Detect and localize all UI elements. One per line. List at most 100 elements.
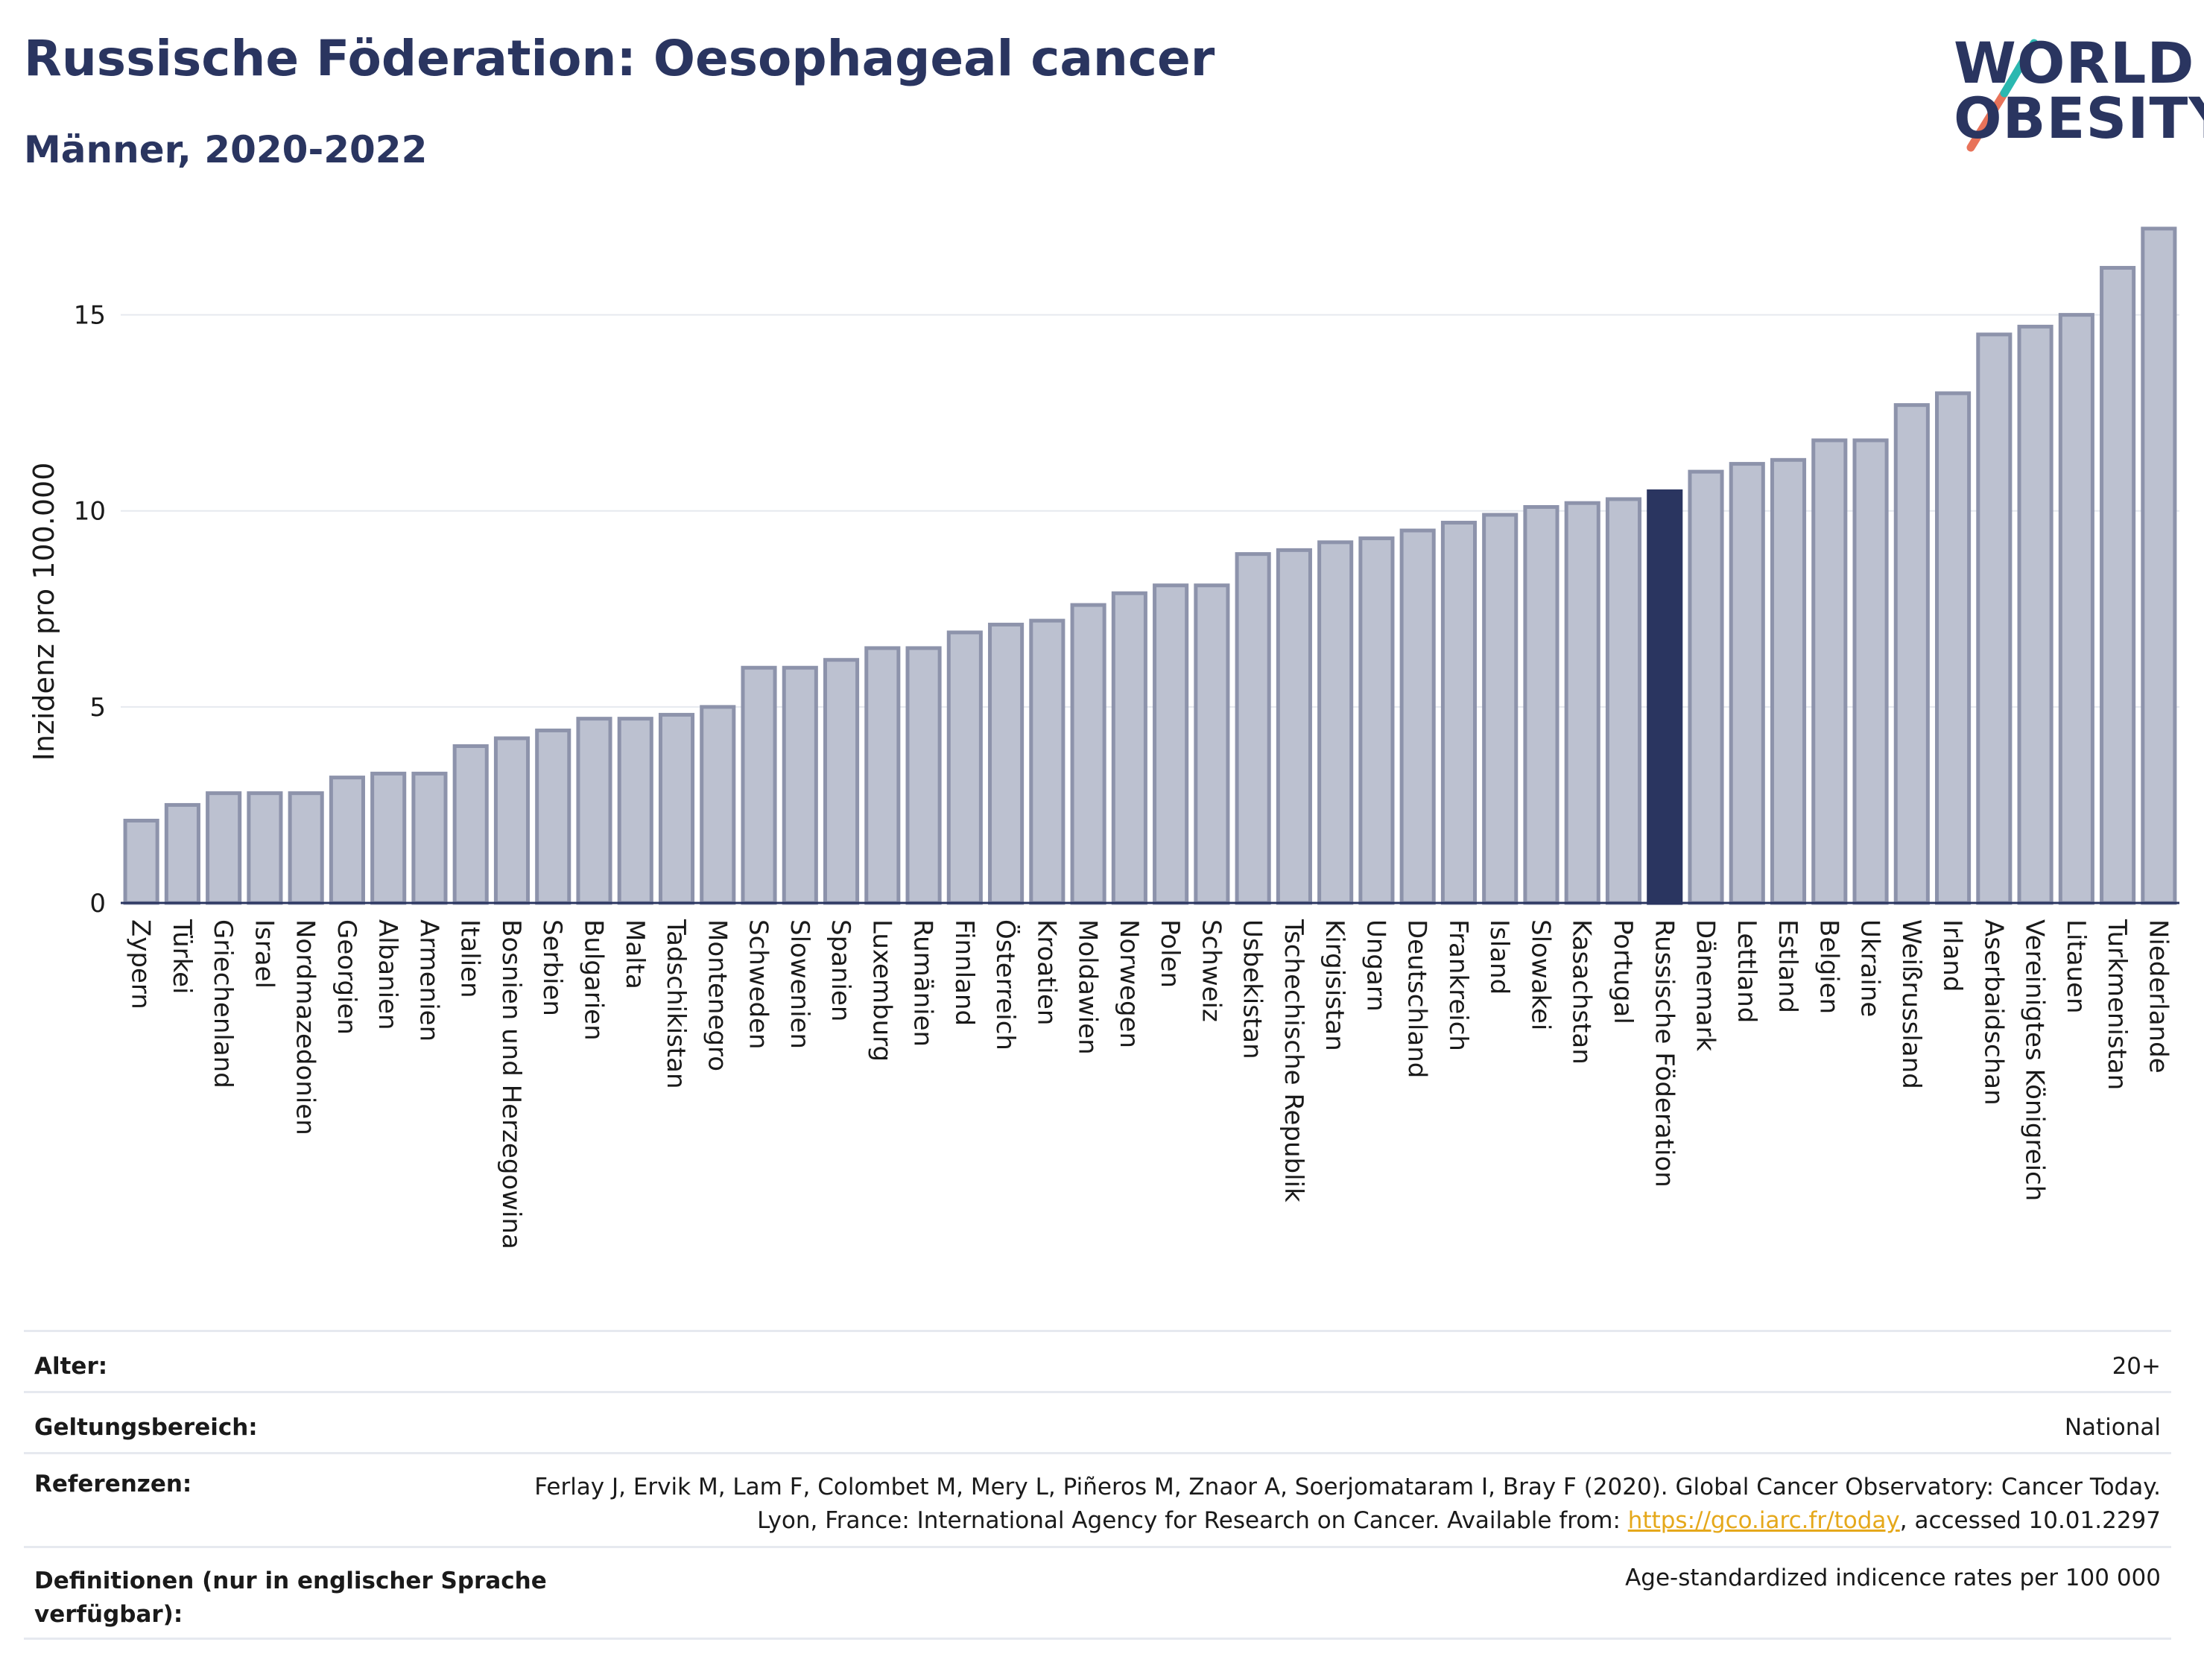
logo-slash-icon bbox=[1966, 39, 2039, 152]
x-tick-label: Ungarn bbox=[1361, 919, 1390, 1012]
scope-value: National bbox=[2064, 1414, 2161, 1441]
info-row-references: Referenzen: Ferlay J, Ervik M, Lam F, Co… bbox=[24, 1452, 2171, 1546]
bar[interactable] bbox=[1482, 513, 1519, 905]
x-tick-label: Kirgisistan bbox=[1320, 919, 1349, 1051]
bar[interactable] bbox=[576, 717, 612, 905]
bar[interactable] bbox=[1029, 618, 1065, 905]
bar[interactable] bbox=[1852, 438, 1889, 905]
bar[interactable] bbox=[164, 802, 200, 905]
x-tick-label: Griechenland bbox=[208, 919, 238, 1088]
y-tick-label: 10 bbox=[74, 497, 106, 527]
definitions-label: Definitionen (nur in englischer Sprache … bbox=[34, 1568, 547, 1628]
bar[interactable] bbox=[288, 791, 324, 905]
x-tick-label: Belgien bbox=[1814, 919, 1843, 1014]
bar[interactable] bbox=[864, 646, 901, 905]
references-value: Ferlay J, Ervik M, Lam F, Colombet M, Me… bbox=[522, 1471, 2171, 1538]
bar[interactable] bbox=[905, 646, 942, 905]
bar[interactable] bbox=[535, 728, 571, 905]
x-tick-label: Zypern bbox=[126, 919, 156, 1009]
x-tick-label: Polen bbox=[1155, 919, 1185, 988]
bar[interactable] bbox=[1153, 583, 1189, 905]
bar[interactable] bbox=[1399, 528, 1436, 905]
bar[interactable] bbox=[411, 771, 448, 905]
x-tick-label: Lettland bbox=[1732, 919, 1761, 1023]
axes: 0 5 10 15 Zypern Türkei Griechenland Israel Nord… bbox=[74, 301, 2179, 1249]
y-axis-title: Inzidenz pro 100.000 bbox=[28, 463, 60, 761]
bar[interactable] bbox=[617, 717, 653, 905]
definitions-value: Age-standardized indicence rates per 100… bbox=[1625, 1565, 2161, 1591]
bar[interactable] bbox=[1523, 504, 1559, 905]
info-row-definitions: Definitionen (nur in englischer Sprache … bbox=[24, 1546, 2171, 1640]
bar[interactable] bbox=[370, 771, 407, 905]
x-tick-label: Vereinigtes Königreich bbox=[2020, 919, 2050, 1201]
bar[interactable] bbox=[2058, 313, 2094, 905]
x-tick-label: Österreich bbox=[990, 919, 1021, 1050]
bar[interactable] bbox=[2141, 226, 2177, 905]
bar[interactable] bbox=[782, 665, 818, 905]
bar[interactable] bbox=[1605, 497, 1642, 905]
x-tick-label: Estland bbox=[1773, 919, 1802, 1013]
x-tick-label: Kroatien bbox=[1031, 919, 1061, 1025]
x-tick-label: Norwegen bbox=[1114, 919, 1144, 1048]
x-tick-label: Rumänien bbox=[908, 919, 938, 1047]
info-row-scope: Geltungsbereich: National bbox=[24, 1391, 2171, 1452]
references-accessed: , accessed 10.01.2297 bbox=[1899, 1507, 2161, 1534]
bar[interactable] bbox=[1276, 548, 1312, 905]
bar[interactable] bbox=[1564, 501, 1600, 905]
x-tick-label: Kasachstan bbox=[1567, 919, 1597, 1065]
bar[interactable] bbox=[1688, 469, 1724, 905]
x-tick-label: Litauen bbox=[2061, 919, 2091, 1014]
bar[interactable] bbox=[2017, 324, 2053, 905]
bar[interactable] bbox=[1976, 332, 2013, 905]
x-tick-label: Schweden bbox=[744, 919, 773, 1050]
logo-text-world: WORLD bbox=[1954, 30, 2195, 96]
bar[interactable] bbox=[1770, 457, 1807, 905]
x-tick-label: Armenien bbox=[414, 919, 443, 1042]
logo-text-obesity: OBESITY bbox=[1954, 85, 2204, 151]
bar[interactable] bbox=[1893, 403, 1930, 905]
x-tick-label: Slowenien bbox=[785, 919, 814, 1049]
bar[interactable] bbox=[1070, 603, 1106, 905]
references-label: Referenzen: bbox=[34, 1471, 192, 1497]
bar[interactable] bbox=[1440, 521, 1478, 905]
bar[interactable] bbox=[1317, 540, 1354, 905]
bar-highlighted[interactable] bbox=[1647, 489, 1683, 905]
chart-title: Russische Föderation: Oesophageal cancer bbox=[24, 30, 1215, 87]
bar[interactable] bbox=[823, 658, 860, 905]
x-tick-label: Niederlande bbox=[2143, 919, 2173, 1074]
x-tick-label: Spanien bbox=[826, 919, 855, 1021]
bar[interactable] bbox=[1111, 591, 1147, 905]
bar[interactable] bbox=[247, 791, 283, 905]
bar[interactable] bbox=[946, 630, 983, 905]
x-tick-label: Turkmenistan bbox=[2102, 919, 2132, 1090]
bar[interactable] bbox=[123, 818, 159, 905]
x-tick-label: Usbekistan bbox=[1238, 919, 1267, 1059]
x-tick-label: Malta bbox=[620, 919, 650, 989]
bar[interactable] bbox=[1358, 536, 1395, 905]
bar[interactable] bbox=[329, 776, 365, 905]
info-table: Alter: 20+ Geltungsbereich: National Ref… bbox=[24, 1330, 2171, 1640]
x-tick-label: Türkei bbox=[167, 919, 197, 994]
bar[interactable] bbox=[988, 622, 1025, 905]
bar[interactable] bbox=[658, 712, 695, 905]
x-tick-label: Portugal bbox=[1608, 919, 1638, 1024]
bar[interactable] bbox=[1811, 438, 1848, 905]
bar[interactable] bbox=[493, 736, 531, 905]
x-tick-label: Tadschikistan bbox=[661, 919, 691, 1089]
bar[interactable] bbox=[206, 791, 242, 905]
bar[interactable] bbox=[700, 705, 736, 905]
bar[interactable] bbox=[741, 665, 777, 905]
bar[interactable] bbox=[1194, 583, 1230, 905]
bar[interactable] bbox=[1235, 552, 1271, 905]
world-obesity-logo[interactable]: WORLD OBESITY bbox=[1937, 22, 2204, 156]
references-link[interactable]: https://gco.iarc.fr/today bbox=[1627, 1507, 1900, 1534]
bar[interactable] bbox=[452, 744, 489, 905]
x-tick-label: Schweiz bbox=[1196, 919, 1226, 1022]
bar[interactable] bbox=[2100, 265, 2136, 905]
x-tick-label: Bulgarien bbox=[578, 919, 608, 1041]
references-text: Ferlay J, Ervik M, Lam F, Colombet M, Me… bbox=[534, 1474, 2161, 1534]
bar[interactable] bbox=[1935, 391, 1972, 905]
x-tick-label: Finnland bbox=[949, 919, 979, 1026]
bar[interactable] bbox=[1729, 462, 1765, 905]
x-tick-label: Frankreich bbox=[1443, 919, 1473, 1051]
